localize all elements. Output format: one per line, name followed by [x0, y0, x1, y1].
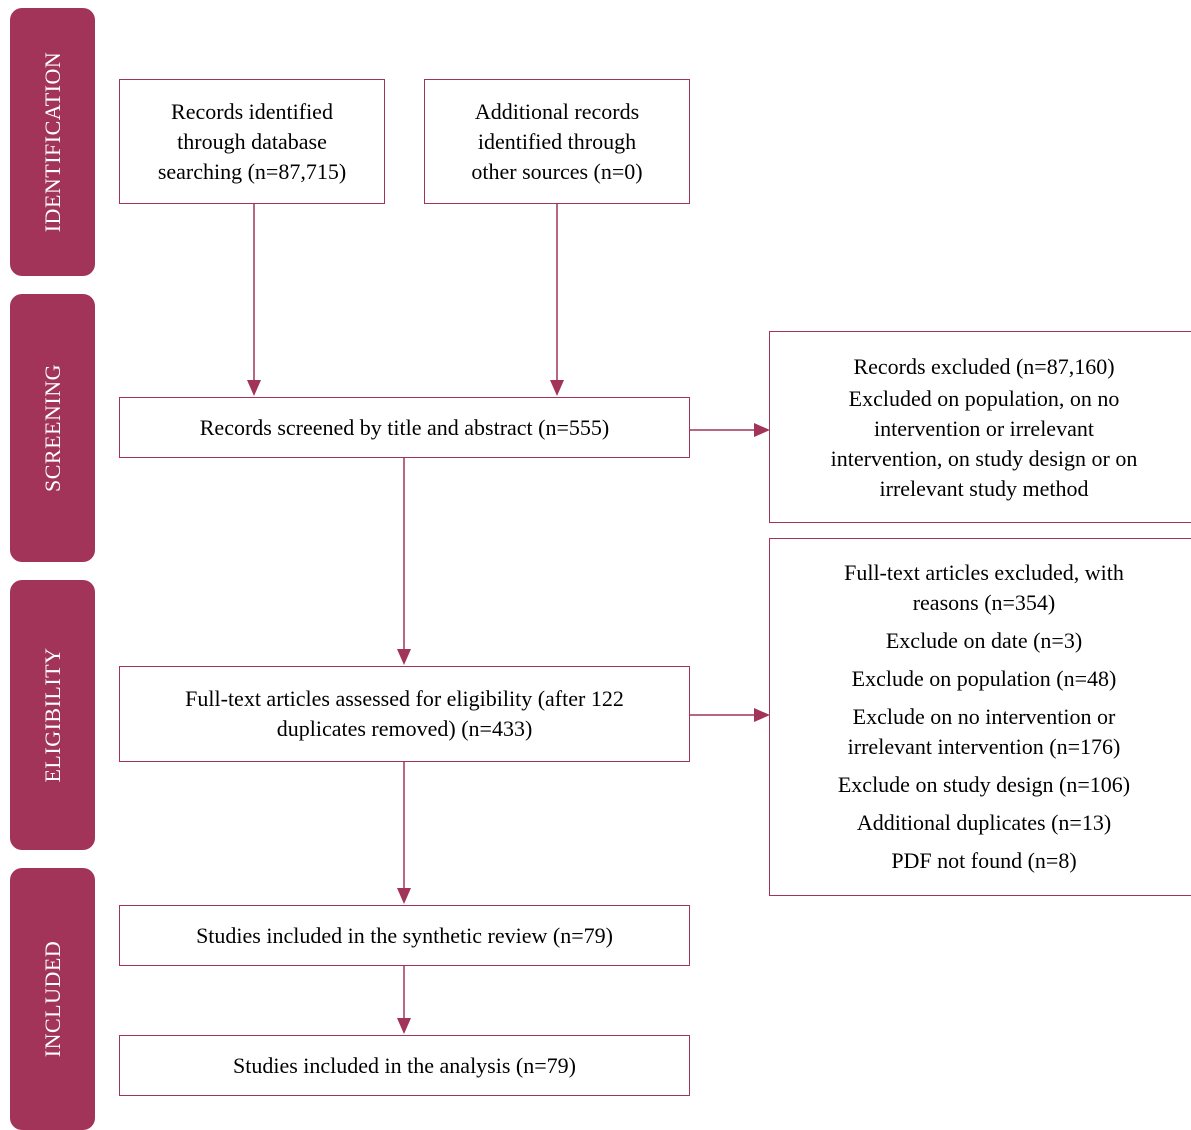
- fulltext-assessed-box: Full-text articles assessed for eligibil…: [119, 666, 690, 762]
- analysis-text: Studies included in the analysis (n=79): [233, 1052, 576, 1078]
- excluded-screening-reason-3: intervention, on study design or on: [830, 446, 1138, 471]
- additional-records-line-3: other sources (n=0): [471, 158, 643, 184]
- synthetic-review-box: Studies included in the synthetic review…: [119, 905, 690, 966]
- arrowhead-analysis: [397, 1018, 411, 1034]
- screened-box: Records screened by title and abstract (…: [119, 397, 690, 458]
- fulltext-excluded-reason-7: PDF not found (n=8): [891, 848, 1077, 873]
- additional-records-line-1: Additional records: [474, 98, 640, 124]
- excluded-screening-reason-4: irrelevant study method: [879, 476, 1089, 501]
- arrowhead-fulltext: [397, 649, 411, 665]
- fulltext-excluded-reason-1: Exclude on date (n=3): [885, 628, 1083, 653]
- arrowhead-synthetic: [397, 888, 411, 904]
- fulltext-assessed-line-2: duplicates removed) (n=433): [276, 716, 533, 741]
- excluded-screening-box: Records excluded (n=87,160) Excluded on …: [769, 331, 1191, 523]
- phase-included: INCLUDED: [10, 868, 95, 1130]
- analysis-box: Studies included in the analysis (n=79): [119, 1035, 690, 1096]
- fulltext-excluded-box: Full-text articles excluded, with reason…: [769, 538, 1191, 896]
- fulltext-assessed-line-1: Full-text articles assessed for eligibil…: [185, 686, 624, 711]
- additional-records-line-2: identified through: [477, 128, 637, 154]
- excluded-screening-title: Records excluded (n=87,160): [853, 354, 1115, 379]
- database-records-line-2: through database: [177, 128, 327, 154]
- phase-screening: SCREENING: [10, 294, 95, 562]
- fulltext-excluded-reason-2: Exclude on population (n=48): [851, 666, 1117, 691]
- excluded-screening-reason-1: Excluded on population, on no: [848, 386, 1120, 411]
- arrowhead-database: [247, 380, 261, 396]
- excluded-screening-reason-2: intervention or irrelevant: [874, 416, 1094, 441]
- fulltext-excluded-reason-6: Additional duplicates (n=13): [856, 810, 1112, 835]
- database-records-line-1: Records identified: [171, 98, 333, 124]
- fulltext-excluded-reason-3: Exclude on no intervention or: [852, 704, 1116, 729]
- phase-eligibility: ELIGIBILITY: [10, 580, 95, 850]
- arrowhead-screened-excluded: [754, 423, 770, 437]
- database-records-box: Records identified through database sear…: [119, 79, 385, 204]
- fulltext-excluded-reason-5: Exclude on study design (n=106): [837, 772, 1131, 797]
- synthetic-review-text: Studies included in the synthetic review…: [196, 922, 613, 948]
- arrowhead-additional: [550, 380, 564, 396]
- fulltext-excluded-title-1: Full-text articles excluded, with: [844, 560, 1124, 585]
- database-records-line-3: searching (n=87,715): [157, 158, 347, 184]
- phase-identification: IDENTIFICATION: [10, 8, 95, 276]
- arrowhead-fulltext-excluded: [754, 708, 770, 722]
- fulltext-excluded-reason-4: irrelevant intervention (n=176): [847, 734, 1121, 759]
- screened-text: Records screened by title and abstract (…: [199, 414, 610, 440]
- fulltext-excluded-title-2: reasons (n=354): [912, 590, 1056, 615]
- additional-records-box: Additional records identified through ot…: [424, 79, 690, 204]
